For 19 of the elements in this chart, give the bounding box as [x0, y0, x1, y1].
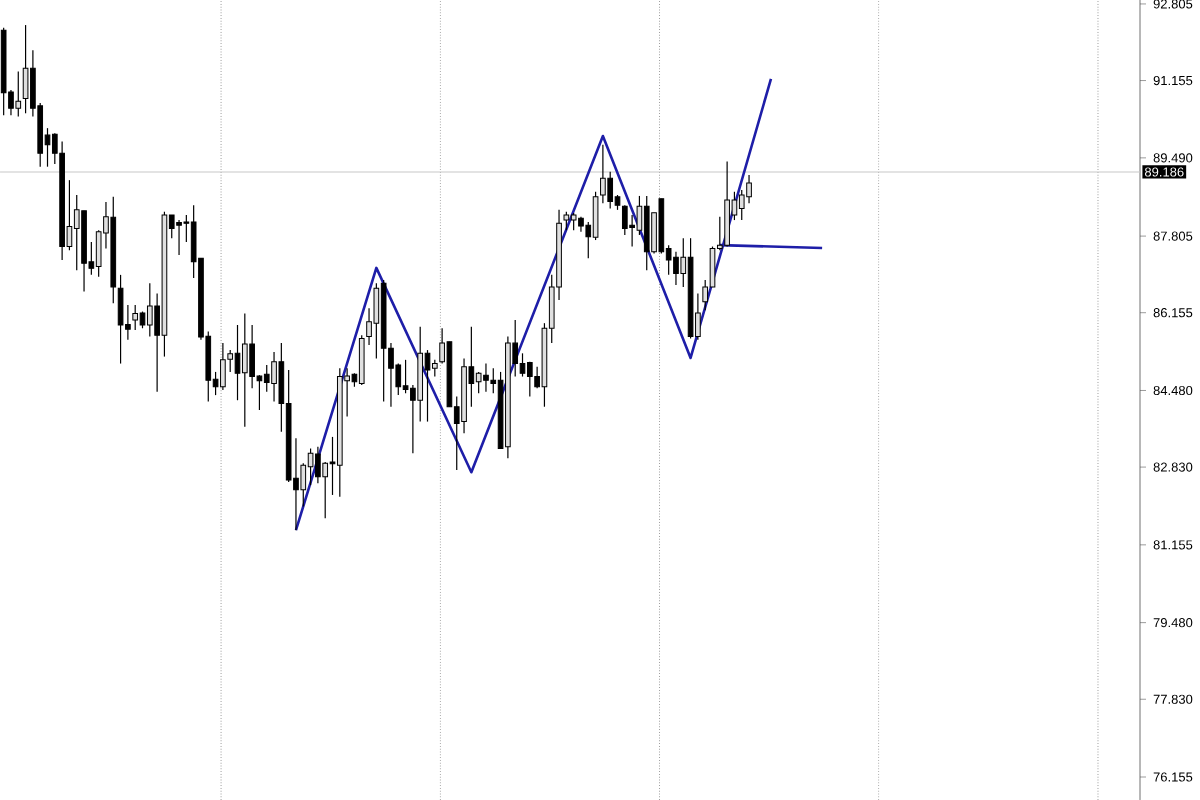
candlestick: [329, 436, 336, 496]
candlestick: [519, 352, 526, 378]
candlestick: [132, 304, 139, 331]
y-tick-label: 77.830: [1153, 694, 1193, 704]
y-tick-label: 89.490: [1153, 153, 1193, 163]
ref-line-label: 89.186: [1144, 167, 1184, 177]
y-tick-label: 92.805: [1153, 0, 1193, 9]
y-tick-label: 82.830: [1153, 462, 1193, 472]
candlestick: [44, 127, 51, 168]
candlestick: [424, 349, 431, 423]
y-tick-label: 87.805: [1153, 231, 1193, 241]
y-tick-label: 79.480: [1153, 618, 1193, 628]
y-tick-label: 76.155: [1153, 772, 1193, 782]
y-tick-label: 86.155: [1153, 308, 1193, 318]
y-tick-label: 91.155: [1153, 75, 1193, 86]
candlestick: [563, 211, 570, 231]
y-tick-label: 81.155: [1153, 540, 1193, 550]
y-tick-label: 84.480: [1153, 385, 1193, 396]
candlestick: [702, 279, 709, 311]
